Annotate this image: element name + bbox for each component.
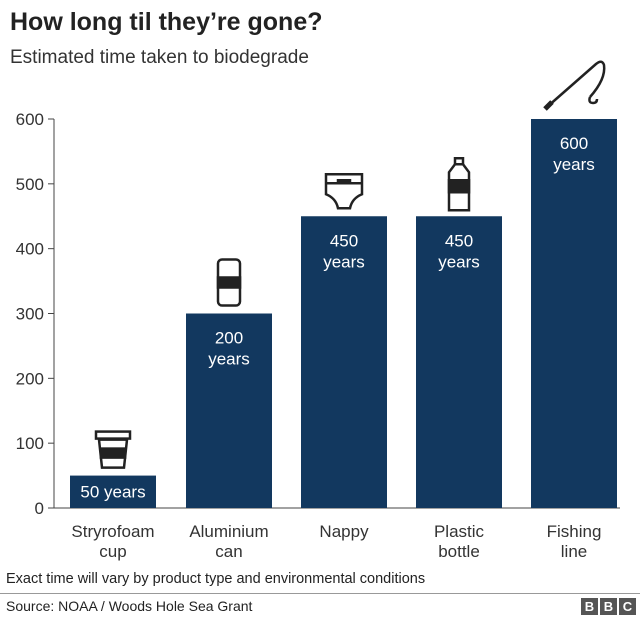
can-icon bbox=[216, 258, 242, 307]
data-label: years bbox=[208, 350, 250, 369]
bar bbox=[416, 216, 502, 508]
bar bbox=[186, 313, 272, 508]
data-label: 50 years bbox=[80, 483, 145, 502]
y-tick-label: 500 bbox=[16, 175, 44, 194]
x-tick-label: Plastic bbox=[434, 522, 485, 541]
x-tick-label: cup bbox=[99, 542, 126, 561]
bar bbox=[301, 216, 387, 508]
data-label: 450 bbox=[445, 231, 473, 250]
data-label: years bbox=[323, 252, 365, 271]
divider bbox=[0, 593, 640, 594]
x-tick-label: Stryrofoam bbox=[71, 522, 154, 541]
coffee-cup-icon bbox=[94, 430, 132, 469]
chart-title: How long til they’re gone? bbox=[10, 8, 323, 36]
y-tick-label: 200 bbox=[16, 369, 44, 388]
y-tick-label: 400 bbox=[16, 240, 44, 259]
footnote: Exact time will vary by product type and… bbox=[6, 571, 426, 587]
x-tick-label: can bbox=[215, 542, 242, 561]
x-tick-label: Nappy bbox=[319, 522, 369, 541]
y-tick-label: 600 bbox=[16, 110, 44, 129]
y-tick-label: 100 bbox=[16, 434, 44, 453]
data-label: 200 bbox=[215, 329, 243, 348]
data-label: 600 bbox=[560, 134, 588, 153]
y-tick-label: 300 bbox=[16, 305, 44, 324]
bar-chart: 0 100 200 300 400 500 600 50 years Stryrofoamcup… bbox=[16, 60, 620, 561]
x-tick-label: bottle bbox=[438, 542, 480, 561]
data-label: years bbox=[553, 155, 595, 174]
nappy-icon bbox=[324, 173, 364, 210]
chart-subtitle: Estimated time taken to biodegrade bbox=[10, 47, 309, 68]
data-label: years bbox=[438, 252, 480, 271]
fishing-line-icon bbox=[543, 60, 606, 111]
x-tick-label: line bbox=[561, 542, 587, 561]
data-label: 450 bbox=[330, 231, 358, 250]
y-tick-label: 0 bbox=[35, 499, 44, 518]
x-tick-label: Aluminium bbox=[189, 522, 268, 541]
bottle-icon bbox=[447, 157, 471, 212]
bar bbox=[531, 119, 617, 508]
x-tick-label: Fishing bbox=[547, 522, 602, 541]
bar bbox=[70, 475, 156, 508]
source: Source: NOAA / Woods Hole Sea Grant bbox=[6, 598, 253, 614]
